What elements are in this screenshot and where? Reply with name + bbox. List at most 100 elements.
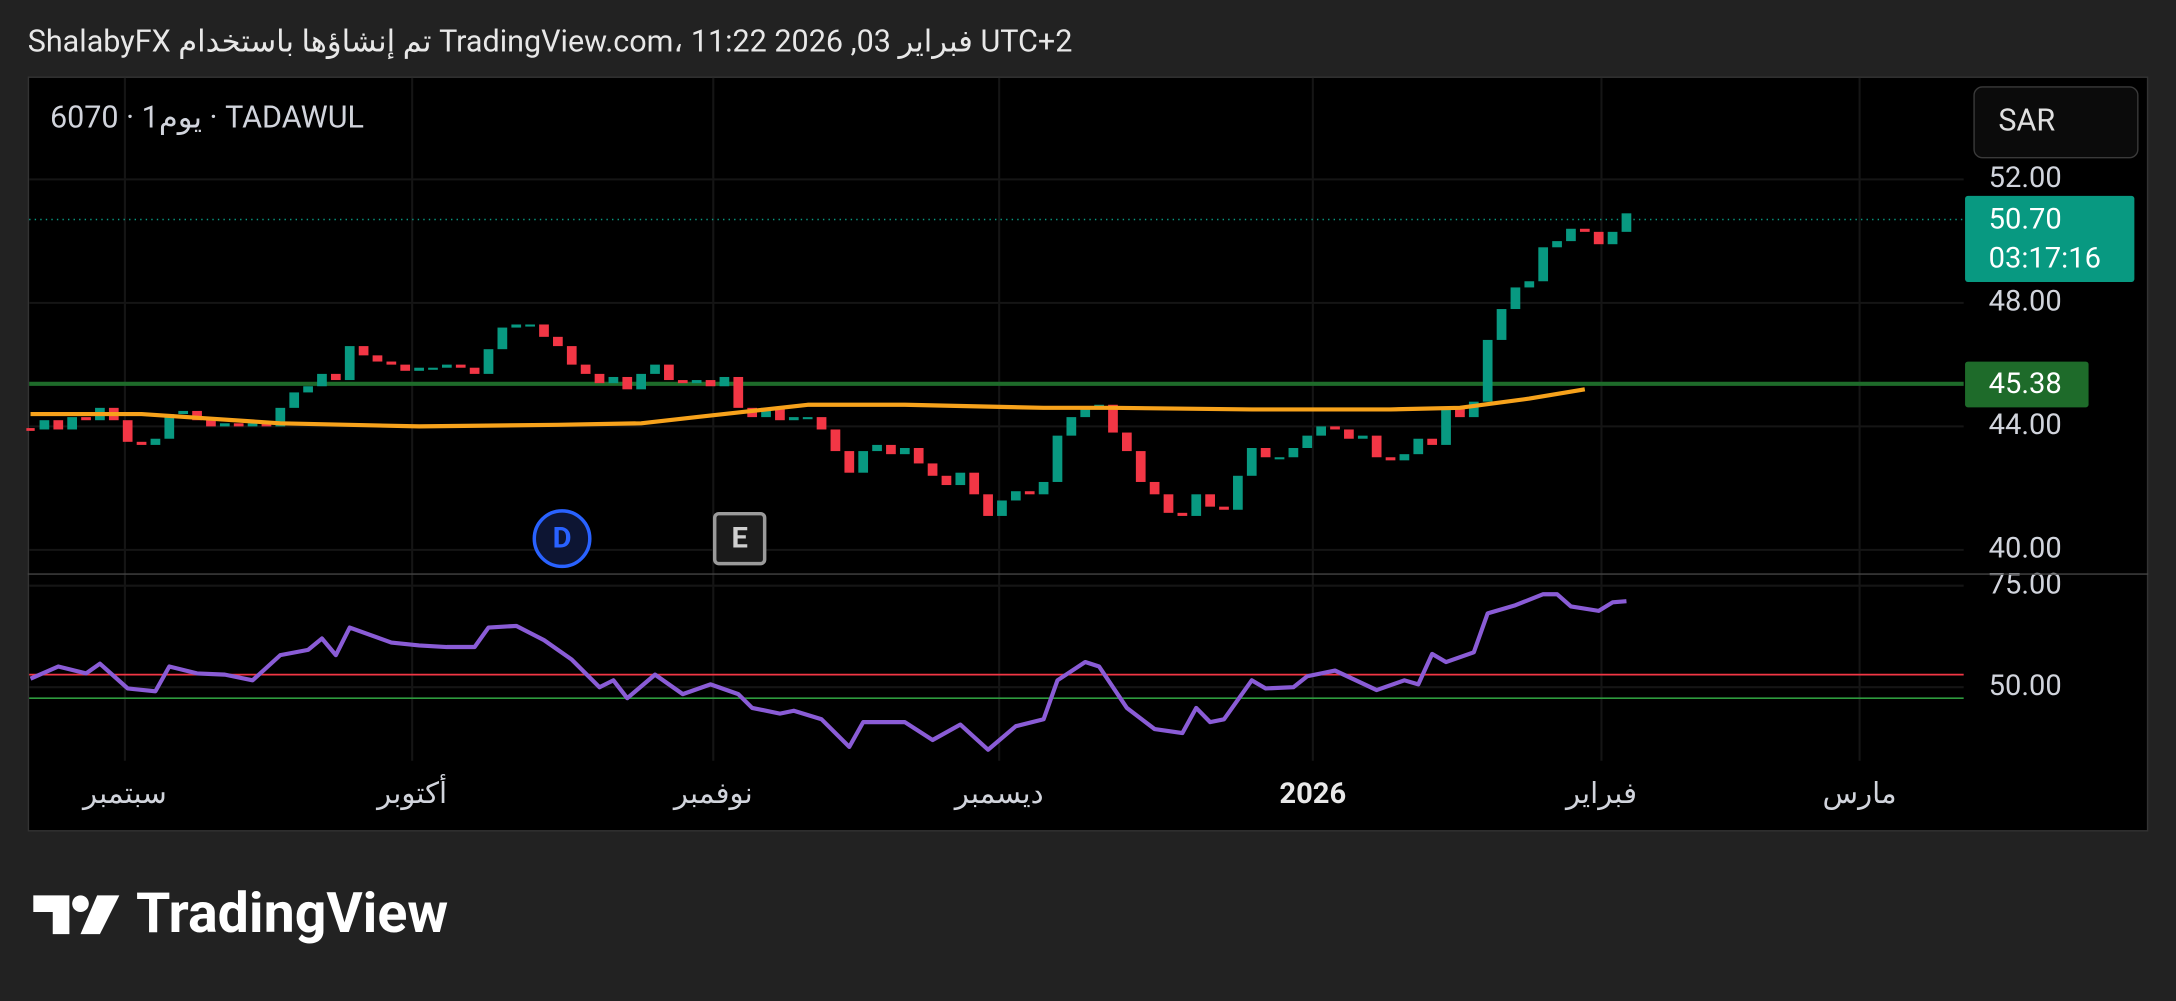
candle-body [317, 373, 327, 387]
candle-body [566, 346, 577, 365]
plot: سبتمبر أكتوبر نوفمبر ديسمبر 2026 فبراير مارس 52… [26, 161, 2135, 811]
candle-body [1219, 506, 1229, 510]
candle-body [802, 417, 813, 420]
candle-body [1122, 432, 1132, 452]
candle-body [1552, 241, 1562, 248]
candle-body [497, 327, 508, 350]
candle-body [1607, 231, 1618, 245]
moving-average [30, 387, 1586, 429]
candle-body [303, 386, 313, 393]
candle-body [442, 364, 452, 368]
candle-body [206, 420, 216, 427]
candle-body [1066, 417, 1077, 436]
last-price-box [1965, 195, 2135, 282]
candle-body [1288, 447, 1299, 458]
candle-body [539, 324, 549, 337]
candle-body [1302, 435, 1313, 448]
candle-body [1010, 491, 1021, 501]
header-title: ShalabyFX تم إنشاؤها باستخدام TradingVie… [28, 24, 1073, 59]
event-dividend [532, 509, 592, 569]
candle-body [844, 451, 855, 473]
logo-slash [80, 895, 120, 935]
chart-area [27, 76, 2149, 832]
candle-body [1413, 438, 1424, 455]
y-tick-label: 52.00 [1989, 161, 2062, 195]
candle-body [955, 472, 966, 486]
candle-body [1455, 407, 1465, 418]
candle-body [233, 423, 244, 427]
symbol: 6070 · 1يوم · TADAWUL [50, 101, 364, 136]
candle-body [1038, 481, 1049, 495]
candle-body [192, 410, 202, 421]
candle-body [428, 367, 438, 370]
candle-body [1468, 401, 1479, 418]
candle-body [358, 346, 369, 356]
candle-body [1371, 435, 1382, 458]
countdown-label: 03:17:16 [1989, 241, 2101, 275]
candle-body [178, 410, 189, 415]
candle-body [997, 500, 1007, 516]
candle-body [1052, 435, 1063, 482]
candle-body [872, 444, 882, 452]
candle-body [386, 361, 397, 365]
candle-body [1496, 309, 1507, 340]
candle-body [594, 373, 605, 384]
candle-body [261, 423, 272, 427]
candle-body [1399, 454, 1410, 461]
candle-body [1579, 228, 1590, 232]
event-label: D [553, 522, 572, 556]
candle-body [469, 367, 480, 374]
candle-body [830, 429, 841, 452]
candle-body [1510, 287, 1521, 310]
candle-body [247, 423, 258, 427]
candle-body [81, 417, 91, 421]
currency-button[interactable] [1973, 86, 2139, 159]
candle-body [219, 423, 230, 427]
brand: TradingView [136, 881, 448, 946]
candle-body [719, 376, 730, 387]
candle-body [289, 392, 300, 408]
candle-body [150, 438, 161, 445]
rsi-tick-label: 50.00 [1989, 669, 2062, 703]
y-tick-label: 44.00 [1989, 408, 2062, 442]
candle-body [899, 447, 910, 455]
candle-body [691, 380, 702, 384]
x-tick-label: 2026 [1279, 777, 1346, 811]
candle-body [1177, 512, 1188, 516]
candle-body [414, 367, 424, 371]
candle-body [67, 417, 78, 430]
currency[interactable]: SAR [1998, 103, 2055, 138]
logo: TradingView [33, 881, 448, 946]
candle-body [941, 475, 952, 486]
candle-body [858, 451, 869, 473]
candle-body [733, 376, 744, 408]
candle-body [400, 364, 411, 371]
event-earnings [712, 511, 767, 566]
candle-body [553, 336, 563, 347]
level-label-box [1965, 361, 2089, 408]
candle-body [1080, 407, 1091, 418]
candle-body [1538, 247, 1549, 282]
candle-body [636, 373, 646, 390]
logo-mark [33, 895, 70, 935]
candle-body [344, 346, 355, 381]
candle-body [761, 407, 771, 418]
candle-body [1135, 451, 1146, 482]
candle-body [1205, 494, 1215, 507]
candle-body [1621, 213, 1632, 232]
candle-body [1524, 281, 1535, 288]
rsi-tick-label: 75.00 [1989, 567, 2062, 601]
candle-body [886, 444, 896, 455]
candle-body [122, 420, 133, 442]
candle-body [1163, 494, 1174, 513]
x-tick-label: نوفمبر [672, 777, 753, 811]
candle-body [1191, 494, 1202, 516]
candle-body [1260, 447, 1271, 458]
candle-body [164, 414, 175, 439]
candle-body [969, 472, 980, 495]
candle-body [1330, 426, 1340, 430]
candle-body [664, 364, 674, 381]
y-tick-label: 40.00 [1989, 532, 2062, 566]
